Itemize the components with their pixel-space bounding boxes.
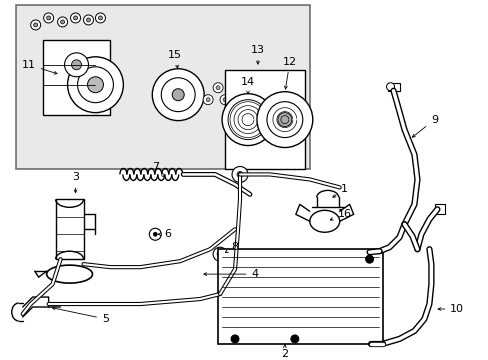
Bar [42,40,110,114]
Circle shape [217,251,223,257]
Circle shape [222,94,273,145]
Circle shape [266,102,302,138]
Circle shape [365,255,373,263]
Circle shape [31,20,41,30]
Circle shape [223,98,226,102]
Circle shape [61,20,64,24]
Text: 10: 10 [437,304,464,314]
Circle shape [172,89,184,101]
Circle shape [64,53,88,77]
Circle shape [213,83,223,93]
Circle shape [83,15,93,25]
Circle shape [149,228,161,240]
Circle shape [98,16,102,20]
Circle shape [70,13,81,23]
Circle shape [95,13,105,23]
Circle shape [216,86,220,90]
Bar [224,70,304,170]
Text: 7: 7 [151,162,164,177]
Circle shape [290,335,298,343]
Text: 16: 16 [329,209,351,220]
Text: 14: 14 [241,77,255,94]
Circle shape [277,113,291,127]
Circle shape [203,95,213,105]
Circle shape [152,69,203,121]
Circle shape [227,100,267,140]
Bar [16,5,309,170]
Text: 3: 3 [72,172,79,193]
Circle shape [230,335,239,343]
Circle shape [58,17,67,27]
Text: 2: 2 [281,345,288,359]
Circle shape [237,171,243,177]
Circle shape [256,92,312,148]
Circle shape [67,57,123,113]
Circle shape [73,16,78,20]
Circle shape [206,98,210,102]
Bar [387,83,399,91]
Circle shape [213,247,226,261]
Text: 11: 11 [21,60,57,74]
Bar [434,204,445,214]
Text: 4: 4 [203,269,258,279]
Text: 5: 5 [52,307,109,324]
Circle shape [220,95,229,105]
Text: 12: 12 [282,57,296,89]
Text: 9: 9 [411,114,437,137]
Bar [56,199,83,259]
Circle shape [386,83,394,91]
Text: 6: 6 [158,229,171,239]
Text: 8: 8 [225,242,238,252]
Circle shape [43,13,54,23]
Circle shape [87,77,103,93]
Text: 13: 13 [250,45,264,64]
Circle shape [153,232,157,236]
Text: 15: 15 [168,50,182,68]
Bar [218,249,382,344]
Circle shape [46,16,51,20]
Text: 1: 1 [332,184,347,197]
Circle shape [232,166,247,183]
Circle shape [71,60,81,70]
Circle shape [86,18,90,22]
Circle shape [34,23,38,27]
Circle shape [78,67,113,103]
Circle shape [161,78,195,112]
